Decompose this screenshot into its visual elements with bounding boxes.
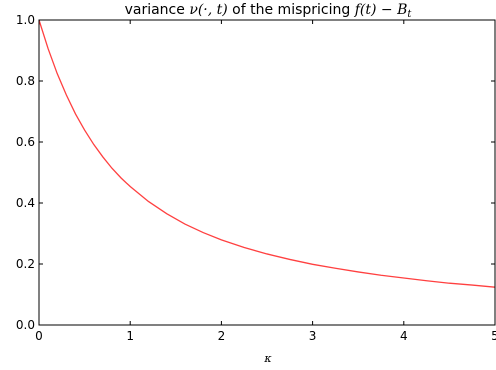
series-line-0	[38, 19, 496, 288]
y-tick-label: 0.8	[16, 74, 35, 88]
y-tick-label: 0.6	[16, 135, 35, 149]
y-tick-label: 0.2	[16, 257, 35, 271]
y-tick-label: 0.0	[16, 318, 35, 332]
plot-area: 0 1 2 3 4 5 0.0 0.2 0.4 0.6 0.8 1.0	[16, 13, 496, 343]
x-tick-label: 5	[491, 329, 496, 343]
title-middle: of the mispricing	[228, 2, 355, 18]
x-tick-label: 0	[35, 329, 43, 343]
title-subscript: t	[407, 9, 412, 20]
title-mispricing-expr: f(t) − B	[354, 2, 408, 18]
chart-title: variance ν(·, t) of the mispricing f(t) …	[125, 2, 413, 20]
title-prefix: variance	[125, 2, 190, 18]
y-tick-label: 0.4	[16, 196, 35, 210]
plot-frame	[38, 19, 496, 326]
y-tick-label: 1.0	[16, 13, 35, 27]
x-tick-label: 1	[126, 329, 134, 343]
title-variance-symbol: ν(·, t)	[189, 2, 227, 18]
x-axis-label: κ	[263, 352, 272, 365]
x-tick-label: 4	[400, 329, 408, 343]
x-tick-label: 2	[218, 329, 226, 343]
x-tick-label: 3	[309, 329, 317, 343]
